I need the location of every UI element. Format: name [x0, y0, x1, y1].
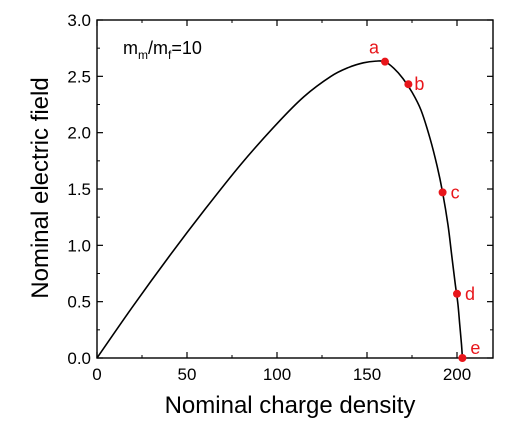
x-tick-label: 200	[443, 365, 471, 384]
annotation-sub2: f	[168, 48, 172, 62]
ratio-annotation: mm/mf=10	[123, 38, 202, 62]
plot-frame	[96, 19, 494, 359]
annotation-sub1: m	[138, 48, 148, 62]
point-c	[438, 188, 447, 197]
point-d	[453, 289, 461, 298]
y-axis-title: Nominal electric field	[27, 77, 54, 298]
y-tick-label: 0.0	[67, 349, 91, 368]
series-line	[96, 60, 464, 359]
point-label-e: e	[470, 338, 480, 358]
annotation-suffix: =10	[171, 38, 202, 58]
points-group: a b c d e	[369, 38, 480, 362]
point-a	[381, 57, 389, 66]
x-tick-label: 50	[178, 365, 197, 384]
x-tick-label: 100	[263, 365, 291, 384]
annotation-slash: /m	[148, 38, 168, 58]
x-tick-label: 150	[353, 365, 381, 384]
point-e	[458, 354, 467, 362]
y-tick-label: 0.5	[67, 293, 91, 312]
y-tick-label: 2.5	[67, 67, 91, 86]
point-label-d: d	[465, 284, 475, 304]
x-tick-label: 0	[92, 365, 101, 384]
y-tick-label: 2.0	[67, 124, 91, 143]
axis-ticks-group: 0 50 100 150 200 0.0 0.5 1.0 1.5 2.0 2.5 3.0	[67, 11, 493, 384]
y-tick-label: 1.0	[67, 236, 91, 255]
point-label-c: c	[451, 182, 460, 202]
y-tick-label: 3.0	[67, 11, 91, 30]
x-axis-title: Nominal charge density	[165, 392, 416, 419]
plot-frame-group	[96, 19, 494, 359]
y-tick-label: 1.5	[67, 180, 91, 199]
series-group	[96, 60, 464, 359]
point-label-a: a	[369, 38, 380, 58]
point-b	[404, 80, 413, 89]
point-label-b: b	[414, 74, 424, 94]
labels-group: Nominal charge density Nominal electric …	[27, 38, 415, 419]
annotation-main: m	[123, 38, 138, 58]
